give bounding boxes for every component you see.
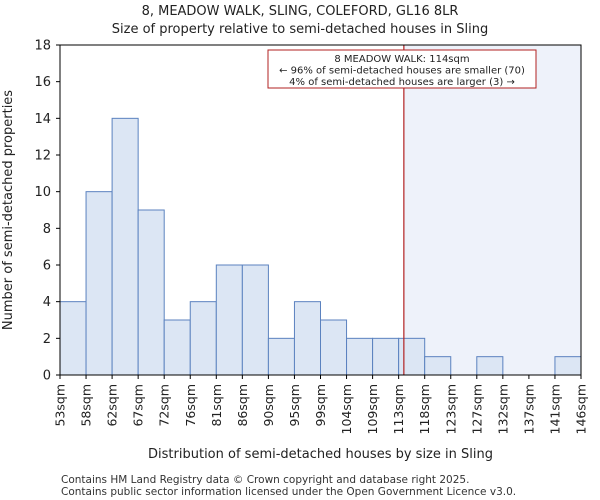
annotation-line-3: 4% of semi-detached houses are larger (3… [289, 77, 515, 88]
x-axis-label: Distribution of semi-detached houses by … [148, 447, 493, 462]
x-tick-label-67sqm: 67sqm [131, 384, 146, 427]
x-tick-label-72sqm: 72sqm [157, 384, 172, 427]
x-tick-label-86sqm: 86sqm [235, 384, 250, 427]
x-tick-label-53sqm: 53sqm [53, 384, 68, 427]
chart-subtitle: Size of property relative to semi-detach… [111, 22, 489, 37]
bar-67sqm[interactable] [137, 209, 165, 376]
footer-line-1: Contains HM Land Registry data © Crown c… [61, 474, 470, 486]
y-tick-label: 4 [43, 295, 51, 310]
bar-141sqm[interactable] [554, 356, 582, 376]
x-tick-label-62sqm: 62sqm [105, 384, 120, 427]
annotation-box [267, 49, 537, 89]
bar-58sqm[interactable] [85, 191, 113, 376]
chart-title: 8, MEADOW WALK, SLING, COLEFORD, GL16 8L… [141, 4, 459, 19]
bar-53sqm[interactable] [59, 301, 87, 376]
footer-line-2: Contains public sector information licen… [61, 486, 517, 498]
x-tick-label-90sqm: 90sqm [261, 384, 276, 427]
bar-72sqm[interactable] [163, 319, 191, 376]
x-tick-label-113sqm: 113sqm [391, 384, 406, 434]
x-tick-label-146sqm: 146sqm [574, 384, 589, 434]
bar-86sqm[interactable] [241, 264, 269, 376]
annotation-line-1: 8 MEADOW WALK: 114sqm [334, 54, 469, 65]
y-axis-label: Number of semi-detached properties [1, 90, 16, 330]
bar-90sqm[interactable] [267, 337, 295, 376]
bar-104sqm[interactable] [346, 337, 374, 376]
x-tick-label-132sqm: 132sqm [495, 384, 510, 434]
x-tick-label-104sqm: 104sqm [339, 384, 354, 434]
bar-109sqm[interactable] [372, 337, 400, 376]
x-tick-label-81sqm: 81sqm [209, 384, 224, 427]
annotation-line-2: ← 96% of semi-detached houses are smalle… [279, 66, 525, 77]
bar-127sqm[interactable] [476, 356, 504, 376]
y-tick-label: 10 [34, 185, 51, 200]
y-tick-label: 14 [34, 112, 51, 127]
bar-62sqm[interactable] [111, 117, 139, 376]
x-tick-label-58sqm: 58sqm [79, 384, 94, 427]
y-tick-label: 18 [34, 39, 51, 54]
bar-118sqm[interactable] [424, 356, 452, 376]
y-tick-label: 8 [43, 222, 51, 237]
y-tick-label: 6 [43, 259, 51, 274]
bar-113sqm[interactable] [398, 337, 426, 376]
x-tick-label-95sqm: 95sqm [287, 384, 302, 427]
x-tick-label-123sqm: 123sqm [443, 384, 458, 434]
y-tick-label: 0 [43, 369, 51, 384]
bar-81sqm[interactable] [215, 264, 243, 376]
bar-99sqm[interactable] [320, 319, 348, 376]
x-tick-label-141sqm: 141sqm [547, 384, 562, 434]
x-tick-label-127sqm: 127sqm [469, 384, 484, 434]
y-tick-label: 12 [34, 149, 51, 164]
larger-region-shade [403, 45, 581, 375]
x-tick-label-76sqm: 76sqm [183, 384, 198, 427]
bar-76sqm[interactable] [189, 301, 217, 376]
x-tick-label-109sqm: 109sqm [365, 384, 380, 434]
bar-95sqm[interactable] [293, 301, 322, 376]
y-tick-label: 2 [43, 332, 51, 347]
x-tick-label-99sqm: 99sqm [313, 384, 328, 427]
x-tick-label-137sqm: 137sqm [521, 384, 536, 434]
x-tick-label-118sqm: 118sqm [417, 384, 432, 434]
y-tick-label: 16 [34, 75, 51, 90]
